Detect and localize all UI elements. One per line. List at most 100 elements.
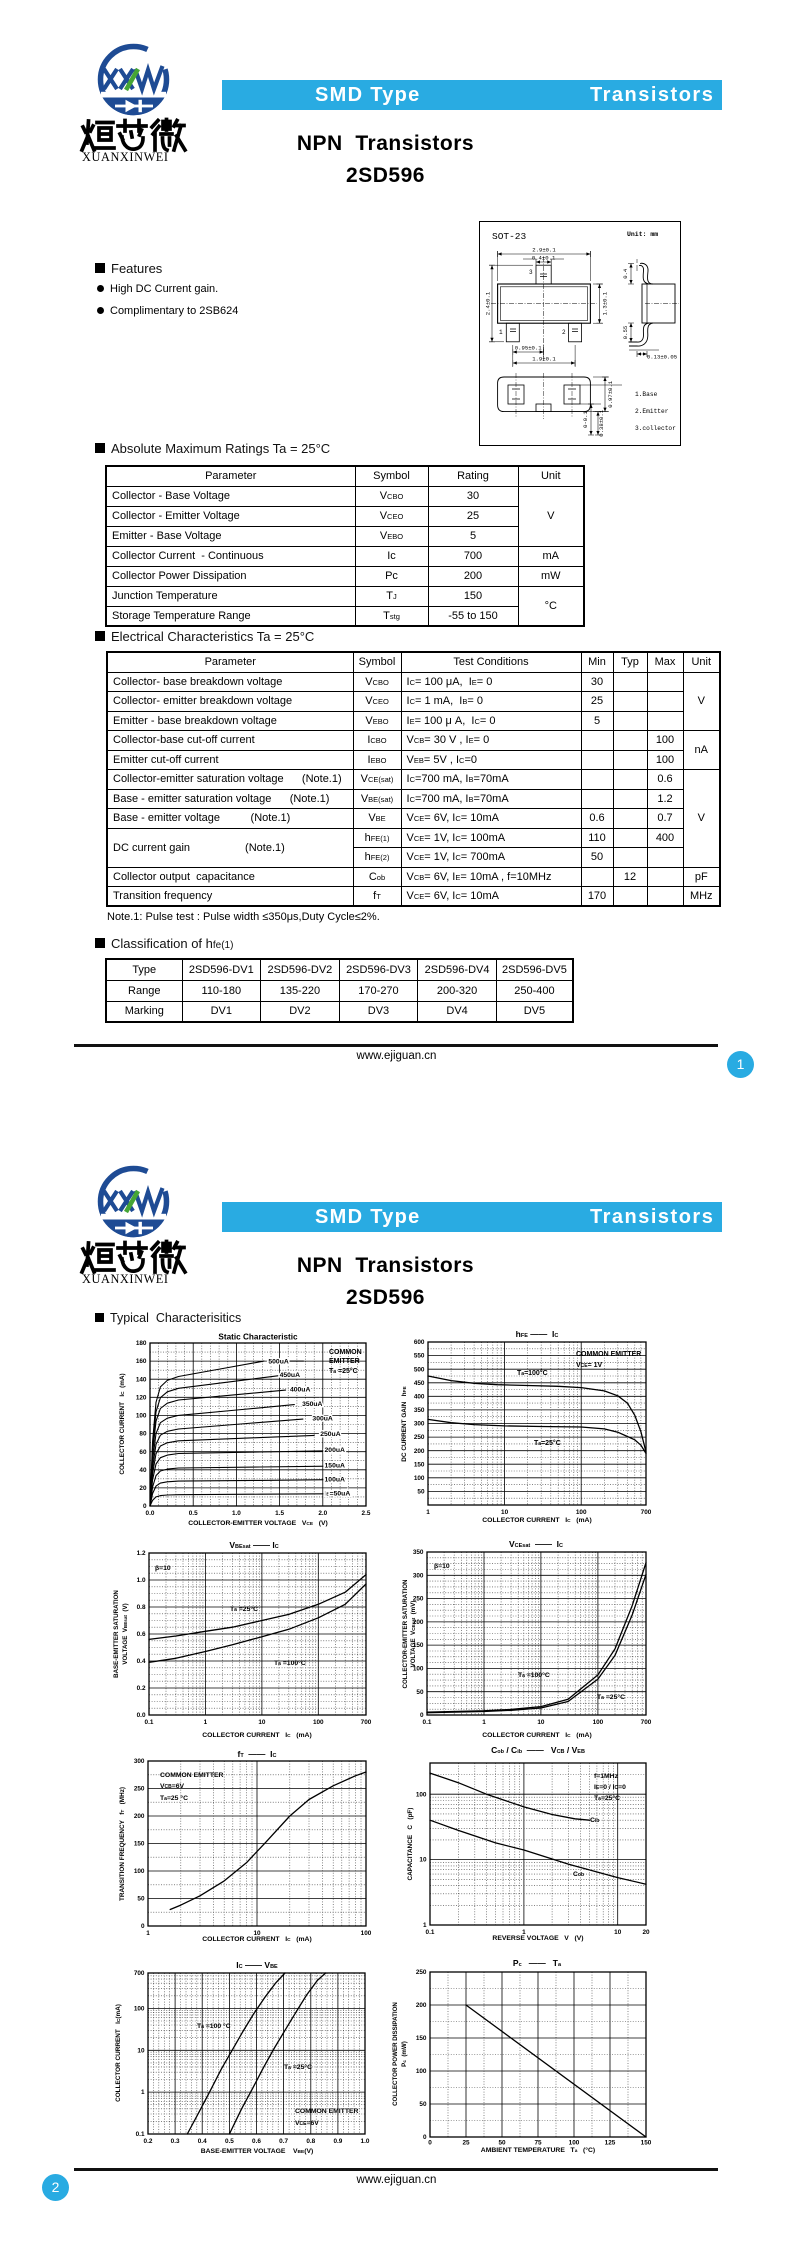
svg-text:VOLTAGE VBEsat (V): VOLTAGE VBEsat (V) [122,1603,129,1664]
svg-text:150uA: 150uA [325,1462,345,1469]
svg-text:250: 250 [416,1969,427,1976]
svg-text:20: 20 [642,1929,650,1936]
svg-text:fT —— IC: fT —— IC [237,1749,276,1759]
svg-text:140: 140 [136,1376,147,1383]
svg-text:100: 100 [576,1509,587,1516]
svg-text:0: 0 [428,2140,432,2147]
svg-text:1: 1 [522,1929,526,1936]
svg-text:60: 60 [139,1449,147,1456]
svg-text:1: 1 [482,1719,486,1726]
svg-text:350uA: 350uA [302,1401,322,1408]
svg-text:Pc —— Ta: Pc —— Ta [513,1958,562,1968]
svg-text:Ta =25°C: Ta =25°C [284,2063,312,2071]
svg-text:IB=50uA: IB=50uA [325,1491,351,1498]
svg-text:50: 50 [498,2140,506,2147]
svg-text:0.4±0.1: 0.4±0.1 [532,255,556,262]
svg-text:50: 50 [417,1489,425,1496]
svg-text:Static Characteristic: Static Characteristic [218,1333,298,1342]
svg-text:0.5: 0.5 [225,2138,234,2145]
svg-text:500uA: 500uA [268,1358,288,1365]
svg-text:3.collector: 3.collector [635,425,676,432]
svg-text:EMITTER: EMITTER [329,1358,360,1365]
svg-text:10: 10 [137,2047,145,2054]
svg-text:10: 10 [258,1719,266,1726]
svg-text:0.8: 0.8 [306,2138,315,2145]
svg-text:XUANXINWEI: XUANXINWEI [82,150,169,164]
svg-text:200: 200 [134,1813,145,1820]
svg-text:0.0: 0.0 [146,1510,155,1517]
svg-text:1.Base: 1.Base [635,391,658,398]
svg-text:COLLECTOR CURRENT IC (mA): COLLECTOR CURRENT IC (mA) [202,1732,311,1739]
svg-text:0.4: 0.4 [622,268,629,279]
svg-text:1.3±0.1: 1.3±0.1 [602,291,609,315]
svg-text:200: 200 [414,1448,425,1455]
svg-text:10: 10 [537,1719,545,1726]
svg-text:COLLECTOR POWER DISSIPATION: COLLECTOR POWER DISSIPATION [392,2002,399,2106]
svg-text:100: 100 [414,1475,425,1482]
svg-text:SOT-23: SOT-23 [492,231,527,242]
svg-text:200: 200 [416,2002,427,2009]
svg-text:0.3: 0.3 [171,2138,180,2145]
svg-text:10: 10 [253,1930,261,1937]
svg-text:100: 100 [134,2006,145,2013]
svg-text:XUANXINWEI: XUANXINWEI [82,1272,169,1286]
svg-text:180: 180 [136,1340,147,1347]
svg-text:350: 350 [414,1407,425,1414]
svg-text:0.55: 0.55 [622,326,629,339]
svg-text:100: 100 [313,1719,324,1726]
svg-text:700: 700 [361,1719,372,1726]
svg-text:300uA: 300uA [312,1415,332,1422]
svg-text:Cib: Cib [590,1817,599,1824]
svg-text:120: 120 [136,1394,147,1401]
svg-text:80: 80 [139,1431,147,1438]
svg-text:1.0: 1.0 [137,1577,146,1584]
svg-text:0.5: 0.5 [189,1510,198,1517]
svg-text:BASE-EMITTER VOLTAGE VBE(V): BASE-EMITTER VOLTAGE VBE(V) [201,2148,314,2155]
svg-text:IC —— VBE: IC —— VBE [236,1960,278,1970]
svg-text:10: 10 [419,1857,427,1864]
svg-text:100: 100 [413,1666,424,1673]
svg-text:Ta=25°C: Ta=25°C [594,1794,620,1802]
svg-text:Ta =25°C: Ta =25°C [597,1693,625,1701]
svg-text:2.5: 2.5 [362,1510,371,1517]
svg-text:125: 125 [605,2140,616,2147]
svg-text:1.0: 1.0 [361,2138,370,2145]
svg-text:0.8: 0.8 [137,1604,146,1611]
svg-text:Unit: mm: Unit: mm [627,231,658,238]
svg-text:150: 150 [413,1642,424,1649]
svg-text:1: 1 [141,2089,145,2096]
svg-text:350: 350 [413,1549,424,1556]
svg-text:COLLECTOR CURRENT IC (mA): COLLECTOR CURRENT IC (mA) [482,1732,591,1739]
svg-text:700: 700 [641,1509,652,1516]
svg-text:700: 700 [641,1719,652,1726]
svg-text:0.9: 0.9 [333,2138,342,2145]
svg-text:2.0: 2.0 [318,1510,327,1517]
svg-text:TRANSITION FREQUENCY fT (M: TRANSITION FREQUENCY fT (MHz) [119,1787,126,1901]
svg-text:1: 1 [499,329,503,336]
svg-text:Ta =25°C: Ta =25°C [329,1367,358,1375]
svg-text:250: 250 [414,1434,425,1441]
svg-text:10: 10 [501,1509,509,1516]
svg-text:100: 100 [134,1868,145,1875]
svg-text:300: 300 [414,1421,425,1428]
svg-text:250: 250 [413,1596,424,1603]
svg-text:0: 0 [143,1503,147,1510]
svg-text:150: 150 [416,2035,427,2042]
svg-text:Pc (mW): Pc (mW) [401,2041,408,2067]
svg-text:2: 2 [562,329,566,336]
svg-text:Cob / Cib —— VCB / VEB: Cob / Cib —— VCB / VEB [491,1745,585,1755]
svg-text:40: 40 [139,1467,147,1474]
svg-text:Cob: Cob [573,1871,584,1878]
svg-text:50: 50 [419,2101,427,2108]
svg-text:0.6: 0.6 [137,1631,146,1638]
svg-text:COMMON: COMMON [329,1349,362,1356]
svg-text:600: 600 [414,1339,425,1346]
svg-text:75: 75 [534,2140,542,2147]
svg-text:REVERSE VOLTAGE V (V): REVERSE VOLTAGE V (V) [492,1935,583,1942]
svg-text:0.4: 0.4 [137,1658,146,1665]
svg-text:Ta =100°C: Ta =100°C [518,1671,550,1679]
svg-text:0.1: 0.1 [426,1929,435,1936]
svg-text:200uA: 200uA [325,1447,345,1454]
svg-text:COMMON EMITTER: COMMON EMITTER [295,2108,359,2115]
svg-text:2.9±0.1: 2.9±0.1 [532,247,556,254]
